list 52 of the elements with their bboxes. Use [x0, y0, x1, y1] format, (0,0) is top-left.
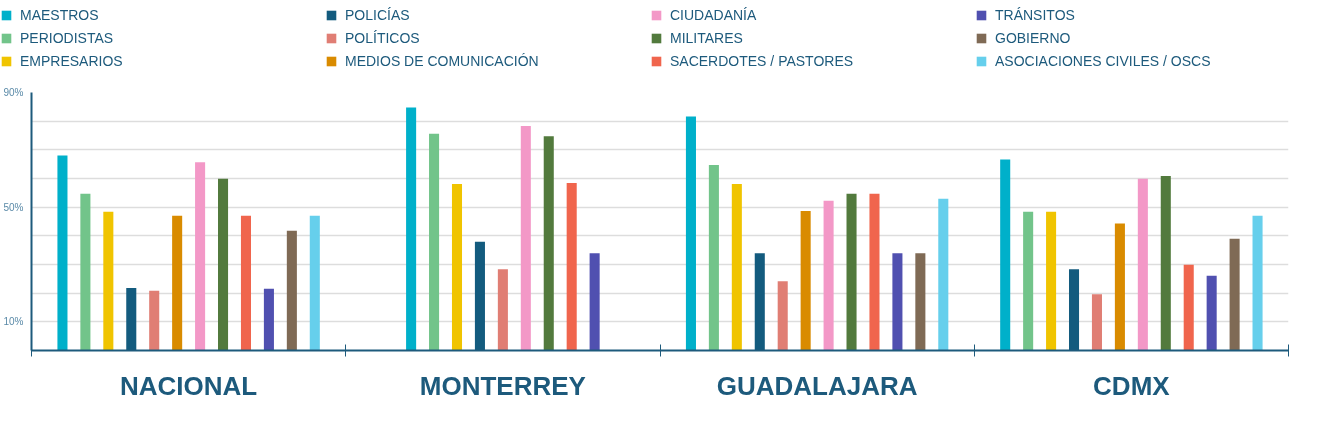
- bar: [708, 165, 719, 351]
- bar: [1252, 215, 1263, 351]
- x-tick-label: CDMX: [1093, 370, 1171, 401]
- legend-label: TRÁNSITOS: [995, 6, 1076, 24]
- legend-label: GOBIERNO: [995, 29, 1072, 47]
- bar: [1000, 159, 1011, 351]
- bar: [800, 210, 811, 351]
- bar: [1114, 223, 1125, 351]
- bar: [823, 200, 834, 351]
- x-tick-label: NACIONAL: [120, 370, 258, 401]
- bar: [57, 155, 68, 351]
- legend-label: SACERDOTES / PASTORES: [670, 52, 855, 70]
- bar: [846, 193, 857, 351]
- bar: [149, 290, 160, 351]
- bar: [286, 230, 297, 351]
- bar: [892, 253, 903, 351]
- bar: [1046, 211, 1057, 351]
- bar: [777, 281, 788, 351]
- bar: [731, 183, 742, 351]
- legend-label: POLÍTICOS: [345, 29, 421, 47]
- y-tick-label: 50%: [3, 201, 24, 213]
- bar: [80, 193, 91, 351]
- x-tick-label: MONTERREY: [419, 370, 586, 401]
- bar: [240, 215, 251, 351]
- bar: [195, 162, 206, 351]
- bar: [1183, 264, 1194, 351]
- x-tick-label: GUADALAJARA: [716, 370, 918, 401]
- bar: [103, 211, 114, 351]
- legend-label: POLICÍAS: [345, 6, 411, 24]
- bar: [1091, 294, 1102, 351]
- bar: [1206, 275, 1217, 351]
- bar: [309, 215, 320, 351]
- bar: [1229, 238, 1240, 351]
- legend-label: MILITARES: [670, 29, 744, 47]
- bar: [1160, 175, 1171, 351]
- legend-label: PERIODISTAS: [20, 29, 115, 47]
- bar: [172, 215, 183, 351]
- bar: [938, 198, 949, 351]
- bar: [685, 116, 696, 351]
- legend-label: ASOCIACIONES CIVILES / OSCS: [995, 52, 1212, 70]
- y-tick-label: 90%: [3, 87, 24, 98]
- bar: [869, 193, 880, 351]
- legend-label: MAESTROS: [20, 6, 100, 24]
- bar: [218, 178, 229, 351]
- legend-label: CIUDADANÍA: [670, 6, 758, 24]
- bar: [915, 253, 926, 351]
- bar: [1023, 211, 1034, 351]
- bar: [263, 288, 274, 351]
- legend-label: MEDIOS DE COMUNICACIÓN: [345, 52, 540, 70]
- legend-label: EMPRESARIOS: [20, 52, 124, 70]
- bar: [1137, 178, 1148, 351]
- y-tick-label: 10%: [3, 316, 24, 328]
